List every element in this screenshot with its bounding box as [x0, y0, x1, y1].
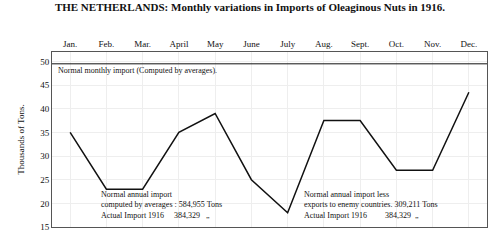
svg-text:July: July [280, 39, 296, 49]
svg-text:Feb.: Feb. [99, 39, 115, 49]
svg-text:Oct.: Oct. [389, 39, 404, 49]
svg-text:25: 25 [40, 175, 50, 185]
svg-text:Dec.: Dec. [461, 39, 478, 49]
svg-text:Normal monthly import (Compute: Normal monthly import (Computed by avera… [58, 66, 217, 75]
svg-text:45: 45 [40, 80, 50, 90]
svg-text:15: 15 [40, 222, 50, 232]
svg-text:35: 35 [40, 128, 50, 138]
svg-text:Normal annual importcomputed b: Normal annual importcomputed by averages… [101, 190, 222, 220]
svg-text:Aug.: Aug. [315, 39, 333, 49]
svg-text:Normal annual import lessexpor: Normal annual import lessexports to enem… [304, 190, 438, 220]
svg-text:May: May [207, 39, 224, 49]
svg-text:April: April [169, 39, 188, 49]
svg-text:THE NETHERLANDS: Monthly varia: THE NETHERLANDS: Monthly variations in I… [55, 1, 445, 13]
svg-text:50: 50 [40, 57, 50, 67]
svg-text:20: 20 [40, 199, 50, 209]
svg-text:Sept.: Sept. [351, 39, 369, 49]
svg-text:Thousands of Tons.: Thousands of Tons. [16, 104, 26, 174]
svg-text:Jan.: Jan. [63, 39, 77, 49]
svg-text:Nov.: Nov. [424, 39, 441, 49]
svg-text:Mar.: Mar. [134, 39, 151, 49]
svg-text:June: June [243, 39, 260, 49]
svg-text:40: 40 [40, 104, 50, 114]
svg-text:30: 30 [40, 151, 50, 161]
